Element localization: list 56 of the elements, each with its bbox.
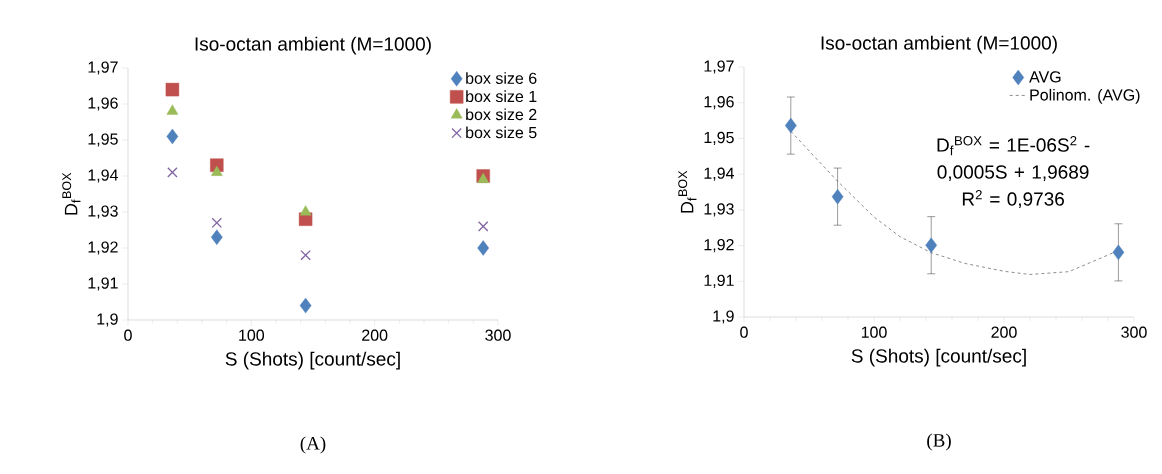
y-tick-label: 1,95 [704, 131, 734, 146]
x-tick-label: 100 [239, 329, 265, 341]
point [299, 297, 312, 314]
point [211, 217, 223, 229]
point [166, 104, 179, 115]
point [165, 82, 180, 97]
y-tick-label: 1,94 [88, 169, 118, 183]
point [1112, 244, 1125, 261]
point [784, 117, 797, 134]
point [166, 128, 179, 145]
point [925, 237, 938, 253]
x-tick-label: 300 [1121, 326, 1147, 338]
point [300, 249, 311, 261]
y-tick-label: 1,92 [88, 241, 118, 255]
point [167, 167, 178, 178]
y-tick-label: 1,91 [88, 277, 118, 291]
legend-label: box size 2 [466, 108, 537, 121]
y-tick-label: 1,95 [88, 133, 118, 147]
y-axis-title: D$_{f}$BOX [678, 170, 697, 213]
y-tick-label: 1,94 [704, 167, 734, 181]
text: (B) [927, 433, 951, 451]
y-tick-label: 1,96 [704, 96, 734, 110]
point [831, 188, 844, 205]
point [299, 205, 312, 216]
point [210, 229, 223, 245]
y-tick-label: 1,97 [88, 61, 118, 75]
annotation: D$_{f}$$^{BOX}$ = 1E-06S$^{2}$ - 0,0005S + 1,9689 [937, 136, 1090, 181]
y-tick-label: 1,92 [704, 238, 734, 253]
x-tick-label: 0 [740, 326, 748, 338]
x-axis-title: S (Shots) [count/sec] [225, 351, 400, 370]
y-tick-label: 1,91 [704, 274, 734, 288]
x-tick-label: 100 [861, 326, 887, 338]
point [477, 221, 489, 232]
legend-label: box size 6 [466, 72, 537, 84]
x-axis-title: S (Shots) [count/sec] [851, 348, 1026, 367]
chart-title: Iso-octan ambient (M=1000) [195, 36, 431, 55]
y-tick-label: 1,9 [97, 313, 118, 327]
x-tick-label: 200 [362, 329, 388, 341]
point [477, 240, 490, 256]
annotation: R$^{2}$ = 0,9736 [962, 190, 1064, 208]
legend-label: Polinom. (AVG) [1030, 88, 1140, 104]
text: (A) [300, 436, 326, 454]
legend-label: AVG [1029, 71, 1061, 83]
legend-label: box size 1 [466, 90, 537, 103]
x-tick-label: 300 [485, 329, 511, 341]
x-tick-label: 0 [124, 329, 132, 341]
y-tick-label: 1,97 [704, 60, 734, 74]
y-tick-label: 1,9 [713, 310, 734, 324]
y-tick-label: 1,93 [88, 205, 118, 219]
x-tick-label: 200 [991, 326, 1017, 338]
y-axis-title: D$_{f}$BOX [62, 172, 81, 215]
chart-title: Iso-octan ambient (M=1000) [821, 35, 1057, 54]
y-tick-label: 1,93 [704, 203, 734, 217]
legend-label: box size 5 [466, 126, 537, 139]
y-tick-label: 1,96 [88, 97, 118, 111]
point [210, 165, 223, 176]
